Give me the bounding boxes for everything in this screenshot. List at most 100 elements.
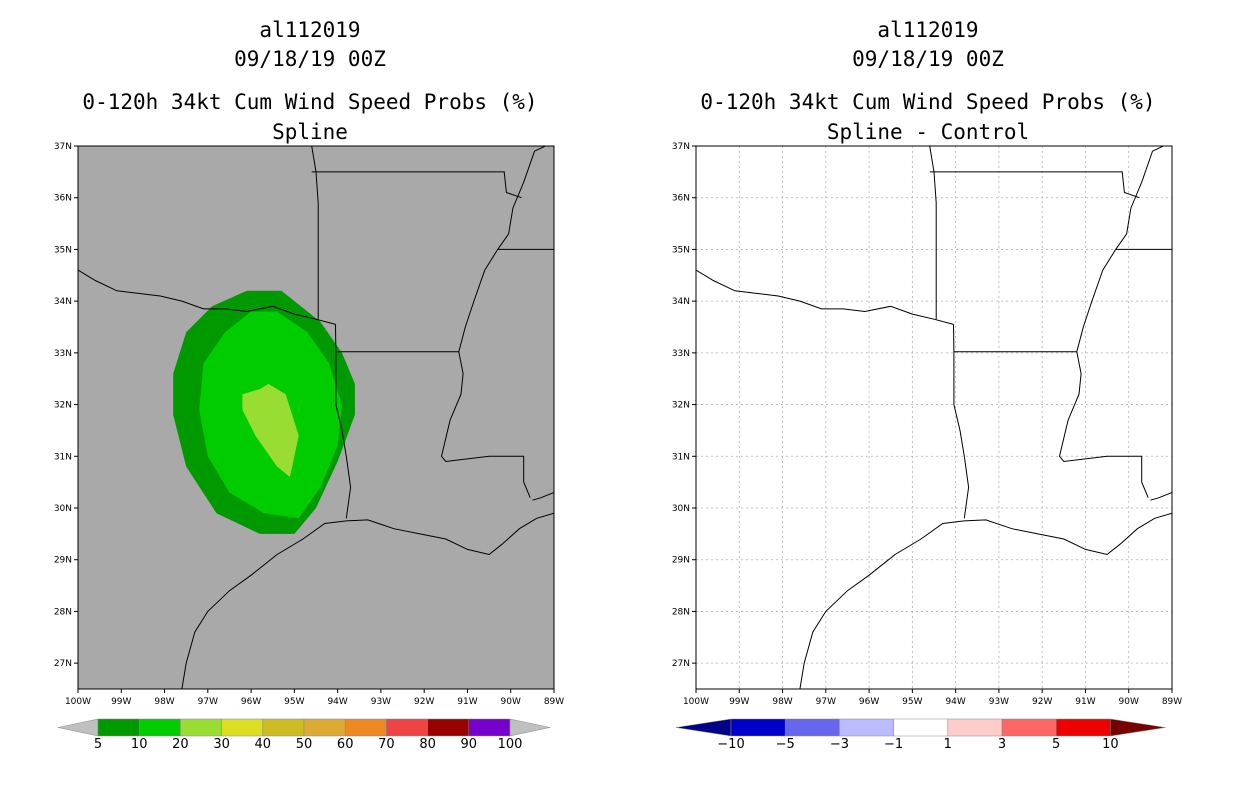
x-tick-label: 95W — [284, 697, 304, 707]
colorbar-under-triangle — [675, 718, 732, 737]
colorbar-segment — [730, 718, 786, 737]
colorbar-segment — [427, 718, 470, 737]
x-tick-label: 91W — [1075, 697, 1095, 707]
y-tick-label: 31N — [672, 452, 690, 462]
left-axis-ticks: 100W 99W 98W 97W 96W 95W 94W 93W 92W 91W 90W 89W 27N… — [54, 142, 564, 707]
x-tick-label: 89W — [544, 697, 564, 707]
colorbar-segment — [180, 718, 222, 737]
colorbar-label: −10 — [717, 737, 744, 752]
x-tick-label: 100W — [65, 697, 91, 707]
right-storm-id: al112019 — [877, 18, 978, 42]
map-line-redRiver — [696, 269, 954, 325]
right-panel: al112019 09/18/19 00Z 0-120h 34kt Cum Wi… — [672, 18, 1182, 752]
right-map-frame — [695, 145, 1173, 690]
y-tick-label: 37N — [672, 142, 690, 152]
right-date: 09/18/19 00Z — [852, 47, 1004, 71]
y-tick-label: 29N — [54, 556, 72, 566]
y-tick-label: 31N — [54, 452, 72, 462]
y-tick-label: 37N — [54, 142, 72, 152]
x-tick-label: 98W — [154, 697, 174, 707]
probability-contour-20 — [242, 383, 299, 477]
x-tick-label: 99W — [729, 697, 749, 707]
colorbar-label: 60 — [337, 737, 354, 752]
colorbar-segment — [262, 718, 305, 737]
x-tick-label: 94W — [945, 697, 965, 707]
map-line-missUpper — [1076, 146, 1164, 352]
y-tick-label: 32N — [672, 401, 690, 411]
y-tick-label: 28N — [672, 607, 690, 617]
map-line-missUpper — [458, 146, 546, 352]
x-tick-label: 97W — [198, 697, 218, 707]
y-tick-label: 33N — [54, 349, 72, 359]
x-tick-label: 89W — [1162, 697, 1182, 707]
right-map-background — [696, 146, 1172, 689]
y-tick-label: 32N — [54, 401, 72, 411]
map-line-moArk — [311, 171, 522, 199]
colorbar-under-triangle — [57, 718, 99, 737]
colorbar-label: 90 — [461, 737, 478, 752]
colorbar-over-triangle — [509, 718, 551, 737]
colorbar-segment — [138, 718, 181, 737]
x-tick-label: 91W — [457, 697, 477, 707]
right-gridlines — [696, 146, 1172, 689]
map-line-moArk — [929, 171, 1140, 199]
colorbar-label: 50 — [296, 737, 313, 752]
y-tick-label: 34N — [672, 297, 690, 307]
y-tick-label: 27N — [672, 659, 690, 669]
y-tick-label: 36N — [672, 194, 690, 204]
map-line-coastTX — [181, 512, 554, 689]
colorbar-label: 40 — [255, 737, 272, 752]
colorbar-label: −3 — [830, 737, 849, 752]
map-line-sabine — [335, 324, 352, 519]
x-tick-label: 95W — [902, 697, 922, 707]
map-line-msLaEast — [1150, 492, 1172, 501]
map-line-msLaEast — [532, 492, 554, 501]
colorbar-segment — [386, 718, 428, 737]
colorbar-label: 10 — [131, 737, 148, 752]
left-map-frame — [77, 145, 555, 690]
x-tick-label: 93W — [989, 697, 1009, 707]
y-tick-label: 34N — [54, 297, 72, 307]
x-tick-label: 97W — [816, 697, 836, 707]
y-tick-label: 30N — [54, 504, 72, 514]
map-line-okArk — [929, 146, 937, 320]
left-date: 09/18/19 00Z — [234, 47, 386, 71]
colorbar-label: 80 — [419, 737, 436, 752]
left-storm-id: al112019 — [259, 18, 360, 42]
colorbar-label: 5 — [1052, 737, 1060, 752]
left-colorbar: 5 10 20 30 40 50 60 70 80 90 100 — [57, 718, 551, 752]
x-tick-label: 92W — [414, 697, 434, 707]
y-tick-label: 33N — [672, 349, 690, 359]
colorbar-label: 1 — [944, 737, 952, 752]
x-tick-label: 92W — [1032, 697, 1052, 707]
x-tick-label: 99W — [111, 697, 131, 707]
colorbar-segment — [784, 718, 840, 737]
right-colorbar: −10 −5 −3 −1 1 3 5 10 — [675, 718, 1166, 752]
left-panel: al112019 09/18/19 00Z 0-120h 34kt Cum Wi… — [54, 18, 564, 752]
map-line-mississippi — [440, 351, 531, 498]
left-geography-lines — [78, 146, 554, 689]
colorbar-label: −5 — [776, 737, 795, 752]
colorbar-label: 5 — [94, 737, 102, 752]
colorbar-segment — [839, 718, 894, 737]
colorbar-segment — [1055, 718, 1111, 737]
colorbar-label: 70 — [378, 737, 395, 752]
x-tick-label: 90W — [501, 697, 521, 707]
y-tick-label: 29N — [672, 556, 690, 566]
x-tick-label: 90W — [1119, 697, 1139, 707]
y-tick-label: 35N — [672, 245, 690, 255]
right-title: 0-120h 34kt Cum Wind Speed Probs (%) — [700, 90, 1155, 114]
left-probability-contours — [173, 290, 355, 534]
colorbar-label: 20 — [172, 737, 189, 752]
colorbar-label: 100 — [498, 737, 523, 752]
colorbar-segment — [893, 718, 949, 737]
colorbar-label: 30 — [213, 737, 230, 752]
left-title: 0-120h 34kt Cum Wind Speed Probs (%) — [82, 90, 537, 114]
map-line-sabine — [953, 324, 970, 519]
x-tick-label: 96W — [859, 697, 879, 707]
y-tick-label: 35N — [54, 245, 72, 255]
x-tick-label: 100W — [683, 697, 709, 707]
colorbar-label: 3 — [998, 737, 1006, 752]
x-tick-label: 98W — [772, 697, 792, 707]
